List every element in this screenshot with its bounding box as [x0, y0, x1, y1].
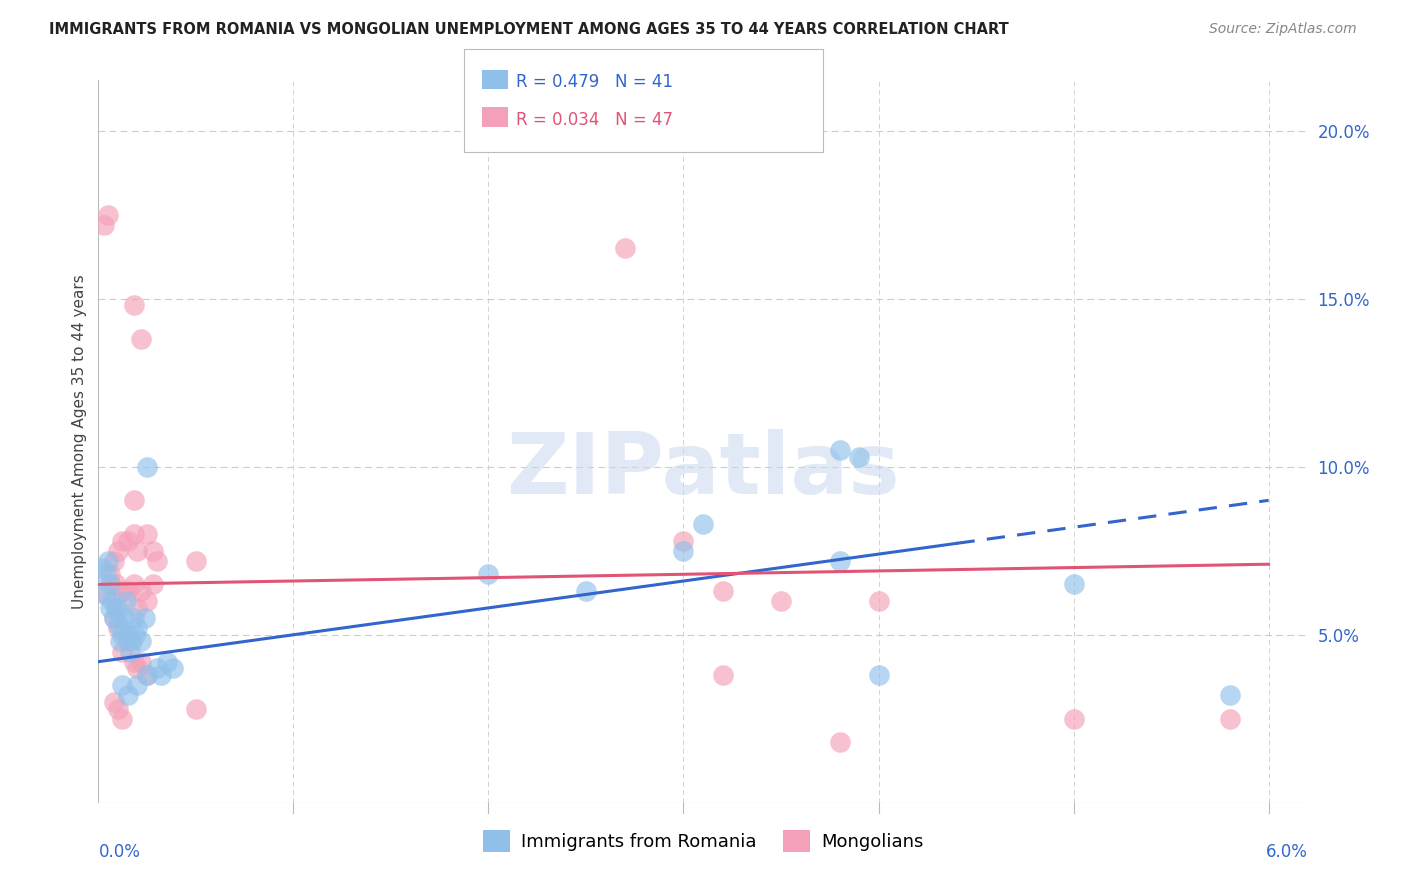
- Point: [93, 218, 115, 232]
- Point: [127, 600, 149, 615]
- Point: [131, 584, 153, 599]
- Point: [127, 621, 149, 635]
- Point: [103, 695, 125, 709]
- Point: [868, 668, 890, 682]
- Point: [122, 577, 145, 591]
- Point: [117, 628, 139, 642]
- Point: [848, 450, 870, 464]
- Point: [184, 702, 207, 716]
- Point: [108, 634, 131, 648]
- Point: [112, 611, 135, 625]
- Point: [104, 600, 127, 615]
- Point: [114, 594, 136, 608]
- Point: [127, 543, 149, 558]
- Point: [117, 584, 139, 599]
- Point: [96, 567, 118, 582]
- Point: [91, 560, 114, 574]
- Point: [122, 493, 145, 508]
- Point: [122, 611, 145, 625]
- Text: 6.0%: 6.0%: [1265, 843, 1308, 861]
- Point: [127, 678, 149, 692]
- Y-axis label: Unemployment Among Ages 35 to 44 years: Unemployment Among Ages 35 to 44 years: [72, 274, 87, 609]
- Point: [111, 712, 134, 726]
- Point: [111, 644, 134, 658]
- Point: [131, 655, 153, 669]
- Point: [146, 661, 169, 675]
- Point: [769, 594, 792, 608]
- Point: [136, 668, 159, 682]
- Point: [111, 678, 134, 692]
- Point: [93, 587, 115, 601]
- Point: [868, 594, 890, 608]
- Point: [107, 543, 129, 558]
- Point: [692, 516, 714, 531]
- Point: [97, 554, 120, 568]
- Point: [136, 668, 159, 682]
- Legend: Immigrants from Romania, Mongolians: Immigrants from Romania, Mongolians: [475, 822, 931, 859]
- Point: [477, 567, 499, 582]
- Point: [828, 735, 851, 749]
- Point: [111, 584, 134, 599]
- Text: 0.0%: 0.0%: [98, 843, 141, 861]
- Point: [146, 554, 169, 568]
- Point: [111, 533, 134, 548]
- Point: [96, 587, 118, 601]
- Text: Source: ZipAtlas.com: Source: ZipAtlas.com: [1209, 22, 1357, 37]
- Point: [711, 668, 734, 682]
- Point: [614, 241, 637, 255]
- Point: [672, 543, 695, 558]
- Point: [136, 527, 159, 541]
- Text: IMMIGRANTS FROM ROMANIA VS MONGOLIAN UNEMPLOYMENT AMONG AGES 35 TO 44 YEARS CORR: IMMIGRANTS FROM ROMANIA VS MONGOLIAN UNE…: [49, 22, 1010, 37]
- Point: [149, 668, 172, 682]
- Point: [101, 594, 124, 608]
- Point: [142, 543, 165, 558]
- Point: [97, 208, 120, 222]
- Point: [107, 617, 129, 632]
- Point: [107, 702, 129, 716]
- Point: [828, 442, 851, 457]
- Point: [136, 459, 159, 474]
- Point: [117, 688, 139, 702]
- Point: [162, 661, 184, 675]
- Point: [103, 554, 125, 568]
- Text: R = 0.479   N = 41: R = 0.479 N = 41: [516, 73, 673, 91]
- Point: [117, 533, 139, 548]
- Point: [184, 554, 207, 568]
- Point: [107, 600, 129, 615]
- Text: R = 0.034   N = 47: R = 0.034 N = 47: [516, 111, 673, 128]
- Point: [1063, 712, 1085, 726]
- Point: [107, 621, 129, 635]
- Point: [103, 611, 125, 625]
- Point: [1219, 688, 1241, 702]
- Point: [127, 661, 149, 675]
- Point: [131, 332, 153, 346]
- Point: [142, 577, 165, 591]
- Point: [98, 567, 121, 582]
- Point: [117, 634, 139, 648]
- Point: [575, 584, 598, 599]
- Point: [1219, 712, 1241, 726]
- Point: [98, 577, 121, 591]
- Point: [111, 628, 134, 642]
- Point: [103, 611, 125, 625]
- Point: [122, 527, 145, 541]
- Point: [98, 600, 121, 615]
- Point: [122, 655, 145, 669]
- Point: [828, 554, 851, 568]
- Point: [118, 644, 141, 658]
- Point: [136, 594, 159, 608]
- Point: [672, 533, 695, 548]
- Point: [124, 628, 146, 642]
- Point: [711, 584, 734, 599]
- Text: ZIPatlas: ZIPatlas: [506, 429, 900, 512]
- Point: [156, 655, 179, 669]
- Point: [1063, 577, 1085, 591]
- Point: [122, 298, 145, 312]
- Point: [121, 634, 143, 648]
- Point: [131, 634, 153, 648]
- Point: [104, 577, 127, 591]
- Point: [134, 611, 156, 625]
